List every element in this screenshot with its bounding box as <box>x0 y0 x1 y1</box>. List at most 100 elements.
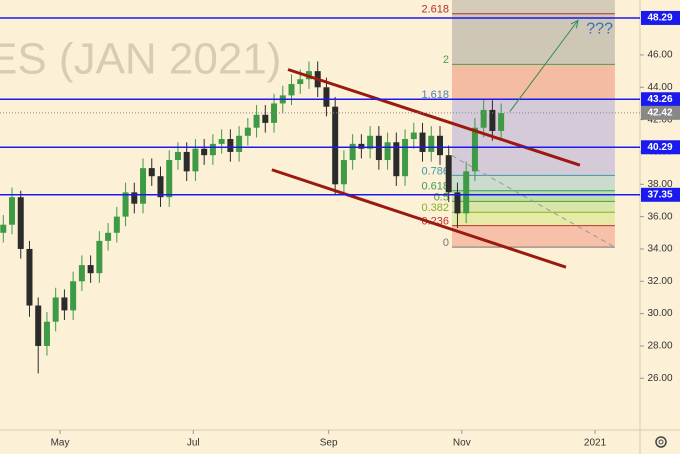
candle-body <box>349 143 356 161</box>
arrow-head <box>570 19 579 29</box>
x-tick-label: May <box>51 438 70 449</box>
fib-label: 2.618 <box>421 4 449 16</box>
candle-body <box>96 240 103 274</box>
candle-body <box>105 232 112 241</box>
candle-body <box>122 192 129 217</box>
candle-body <box>87 265 94 274</box>
fib-label: 0.618 <box>421 181 449 193</box>
projection-line <box>451 155 616 248</box>
candle-body <box>26 248 33 306</box>
candle-body <box>218 139 225 144</box>
candle-body <box>113 216 120 233</box>
candle-body <box>236 135 243 152</box>
candle-body <box>9 197 16 225</box>
candle-body <box>209 143 216 156</box>
candle-body <box>445 155 452 193</box>
level-label: 42.42 <box>647 107 672 118</box>
candle-body <box>297 79 304 85</box>
y-tick-label: 28.00 <box>647 341 672 352</box>
fib-band <box>451 0 615 14</box>
candle-body <box>358 143 365 149</box>
candle-body <box>463 171 470 214</box>
y-tick-label: 26.00 <box>647 373 672 384</box>
fib-band <box>451 201 615 213</box>
x-tick-label: Nov <box>453 438 471 449</box>
candle-body <box>201 148 208 156</box>
y-tick-label: 36.00 <box>647 211 672 222</box>
fib-band <box>451 190 615 202</box>
candle-body <box>183 151 190 172</box>
candle-body <box>131 192 138 204</box>
candle-body <box>323 87 330 107</box>
candle-body <box>174 151 181 161</box>
level-tag <box>641 92 680 107</box>
candle-body <box>402 139 409 177</box>
candle-body <box>140 168 147 204</box>
fib-label: 0.382 <box>421 202 449 214</box>
x-tick-label: 2021 <box>584 438 607 449</box>
fib-band <box>451 212 615 226</box>
level-tag <box>641 140 680 155</box>
candle-body <box>17 197 24 249</box>
candle-body <box>192 148 199 172</box>
candle-body <box>454 192 461 214</box>
candle-body <box>271 103 278 123</box>
fib-band <box>451 175 615 191</box>
y-tick-label: 38.00 <box>647 179 672 190</box>
arrow-line <box>509 20 579 112</box>
candle-body <box>498 113 505 131</box>
fib-label: 1.618 <box>421 89 449 101</box>
y-tick-label: 46.00 <box>647 50 672 61</box>
y-tick-label: 34.00 <box>647 244 672 255</box>
candle-body <box>52 297 59 322</box>
level-label: 40.29 <box>647 142 672 153</box>
x-tick-label: Jul <box>187 438 200 449</box>
level-tag <box>641 187 680 202</box>
y-tick-label: 44.00 <box>647 82 672 93</box>
candle-body <box>35 305 42 346</box>
candle-body <box>43 321 50 346</box>
fib-label: 0.786 <box>421 165 449 177</box>
level-tag <box>641 10 680 25</box>
candle-body <box>227 139 234 152</box>
candle-body <box>0 224 7 233</box>
level-label: 48.29 <box>647 13 672 24</box>
candle-body <box>489 109 496 131</box>
candle-body <box>480 109 487 128</box>
candle-body <box>332 106 339 185</box>
fib-label: 0.236 <box>421 216 449 228</box>
candle-body <box>340 160 347 185</box>
settings-icon[interactable] <box>655 436 667 448</box>
candle-body <box>471 127 478 172</box>
candle-body <box>393 142 400 177</box>
level-label: 43.26 <box>647 94 672 105</box>
candle-body <box>428 135 435 152</box>
candle-body <box>384 142 391 161</box>
candle-body <box>244 127 251 136</box>
candle-body <box>148 168 155 177</box>
note: ??? <box>586 20 613 37</box>
fib-label: 0 <box>443 237 449 249</box>
candle-body <box>436 135 443 156</box>
candle-body <box>410 132 417 140</box>
y-tick-label: 32.00 <box>647 276 672 287</box>
candle-body <box>262 114 269 123</box>
fib-band <box>451 64 615 100</box>
channel-line <box>287 68 581 167</box>
y-tick-label: 30.00 <box>647 308 672 319</box>
fib-band <box>451 13 615 65</box>
level-tag <box>641 105 680 120</box>
channel-line <box>271 168 567 269</box>
candle-body <box>78 265 85 282</box>
candle-body <box>367 135 374 149</box>
candle-body <box>253 114 260 128</box>
x-tick-label: Sep <box>320 438 338 449</box>
watermark: ES (JAN 2021) <box>0 35 281 84</box>
candle-body <box>157 176 164 198</box>
candle-body <box>61 297 68 311</box>
candle-body <box>419 132 426 152</box>
fib-label: 2 <box>443 54 449 66</box>
